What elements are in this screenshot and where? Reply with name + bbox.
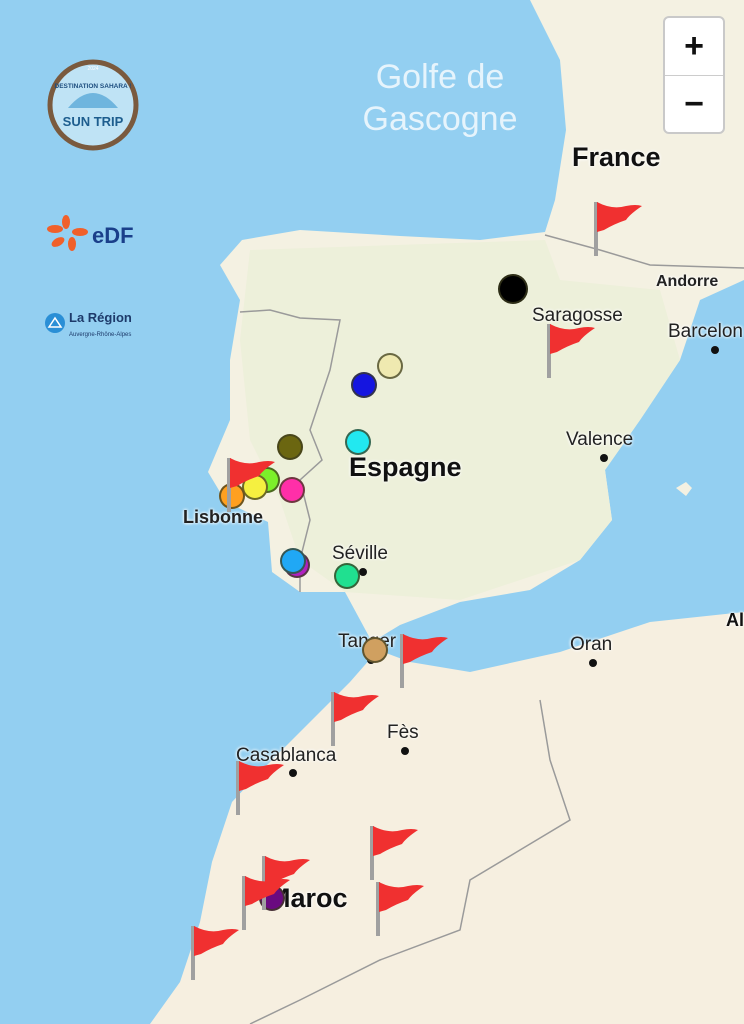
svg-text:La Région: La Région bbox=[69, 310, 132, 325]
city-label-andorre: Andorre bbox=[656, 273, 719, 290]
svg-text:eDF: eDF bbox=[92, 223, 134, 248]
flag-icon[interactable] bbox=[374, 878, 430, 950]
country-label-france: France bbox=[572, 142, 661, 172]
city-dot-seville bbox=[359, 568, 367, 576]
map-marker[interactable] bbox=[351, 372, 377, 398]
flag-icon[interactable] bbox=[398, 630, 454, 702]
flag-icon[interactable] bbox=[225, 454, 281, 526]
flag-icon[interactable] bbox=[592, 198, 648, 270]
city-label-barcelone: Barcelon bbox=[668, 321, 743, 342]
land-africa bbox=[150, 612, 744, 1024]
map-marker[interactable] bbox=[377, 353, 403, 379]
edf-logo-icon: eDF bbox=[47, 215, 134, 251]
svg-text:Auvergne-Rhône-Alpes: Auvergne-Rhône-Alpes bbox=[69, 332, 131, 338]
map-marker[interactable] bbox=[279, 477, 305, 503]
flag-icon[interactable] bbox=[189, 922, 245, 994]
map-marker[interactable] bbox=[277, 434, 303, 460]
svg-text:SUN TRIP: SUN TRIP bbox=[63, 114, 124, 129]
city-dot-casablanca bbox=[289, 769, 297, 777]
city-label-fes: Fès bbox=[387, 722, 419, 743]
city-dot-valence bbox=[600, 454, 608, 462]
country-label-espagne: Espagne bbox=[349, 452, 462, 482]
sea-label-golfe-de-gascogne: Golfe de Gascogne bbox=[362, 58, 518, 138]
land-spain-green bbox=[240, 240, 680, 600]
city-dot-barcelone bbox=[711, 346, 719, 354]
map-marker[interactable] bbox=[498, 274, 528, 304]
region-logo: La Région Auvergne-Rhône-Alpes bbox=[44, 308, 154, 344]
flag-icon[interactable] bbox=[329, 688, 385, 760]
borders bbox=[239, 234, 744, 1024]
zoom-out-button[interactable]: − bbox=[684, 85, 704, 123]
edf-logo: eDF bbox=[44, 212, 144, 254]
city-label-valence: Valence bbox=[566, 429, 634, 450]
svg-text:DESTINATION SAHARA !: DESTINATION SAHARA ! bbox=[55, 83, 132, 90]
zoom-in-button[interactable]: + bbox=[665, 18, 723, 76]
city-dot-oran bbox=[589, 659, 597, 667]
city-dot-fes bbox=[401, 747, 409, 755]
suntrip-logo-icon: SUN TRIP DESTINATION SAHARA ! 2024 bbox=[47, 59, 139, 151]
map-marker[interactable] bbox=[280, 548, 306, 574]
flag-icon[interactable] bbox=[368, 822, 424, 894]
flag-icon[interactable] bbox=[234, 757, 290, 829]
map-marker[interactable] bbox=[334, 563, 360, 589]
svg-text:2024: 2024 bbox=[87, 66, 98, 72]
country-label-algerie: Al bbox=[726, 610, 744, 630]
island-mallorca bbox=[676, 482, 692, 496]
region-logo-icon: La Région Auvergne-Rhône-Alpes bbox=[45, 310, 132, 338]
flag-icon[interactable] bbox=[545, 320, 601, 392]
city-label-seville: Séville bbox=[332, 543, 388, 564]
suntrip-logo: SUN TRIP DESTINATION SAHARA ! 2024 bbox=[46, 58, 140, 152]
flag-icon[interactable] bbox=[240, 872, 296, 944]
city-label-casablanca: Casablanca bbox=[236, 745, 337, 766]
city-label-oran: Oran bbox=[570, 634, 613, 655]
zoom-control: + − bbox=[663, 16, 725, 134]
map-marker[interactable] bbox=[362, 637, 388, 663]
city-label-saragosse: Saragosse bbox=[532, 305, 623, 326]
city-label-lisbonne: Lisbonne bbox=[183, 507, 263, 527]
map-marker[interactable] bbox=[345, 429, 371, 455]
